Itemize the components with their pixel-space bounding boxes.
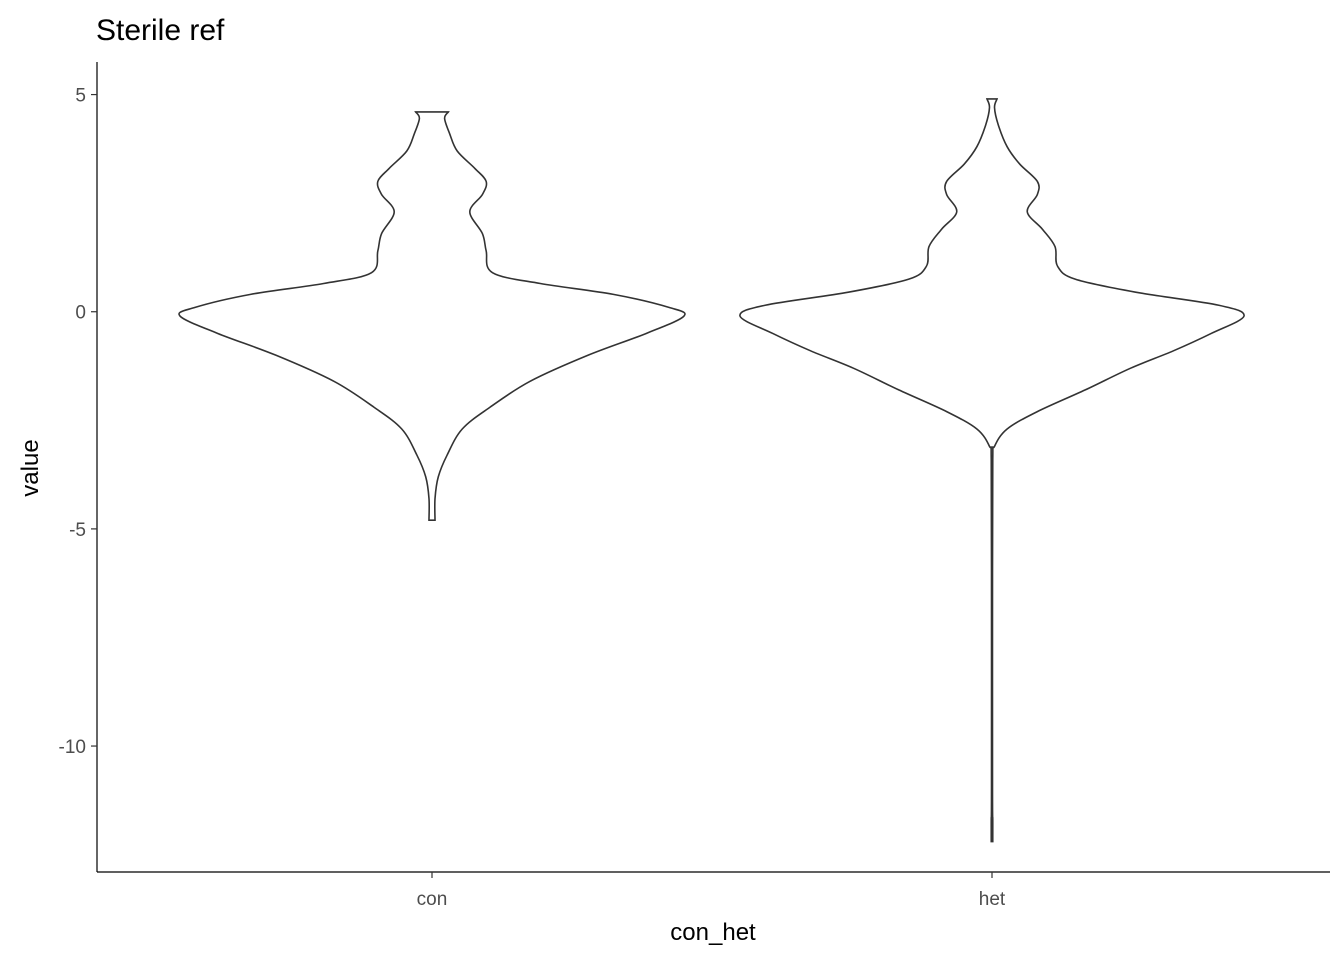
y-tick-label: -5 (69, 520, 86, 541)
y-tick-label: 0 (75, 303, 86, 324)
violin-het (739, 98, 1245, 843)
y-tick-label: 5 (75, 86, 86, 107)
violins-group (178, 98, 1245, 843)
y-ticks-group: 5 0 -5 -10 (59, 86, 97, 758)
chart-title: Sterile ref (96, 14, 225, 47)
violin-con (178, 111, 686, 521)
y-axis-title: value (17, 439, 44, 496)
x-tick-label-het: het (979, 889, 1006, 910)
x-ticks-group: con het (417, 872, 1006, 910)
x-tick-label-con: con (417, 889, 448, 910)
y-tick-label: -10 (59, 737, 86, 758)
x-axis-title: con_het (670, 919, 756, 946)
